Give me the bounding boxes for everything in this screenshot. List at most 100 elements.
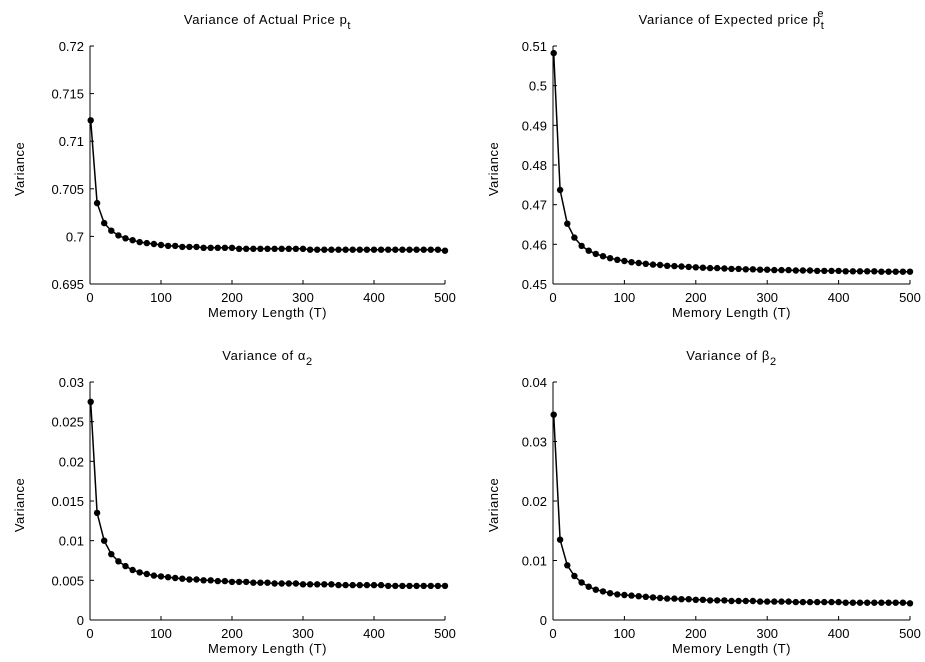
data-point bbox=[164, 242, 172, 250]
data-point bbox=[756, 266, 764, 273]
data-point bbox=[136, 238, 143, 246]
data-point bbox=[749, 266, 757, 273]
series-line bbox=[89, 401, 445, 587]
data-point bbox=[656, 594, 664, 602]
x-tick-label: 100 bbox=[150, 626, 172, 641]
data-point bbox=[578, 242, 585, 250]
data-point bbox=[363, 246, 371, 253]
data-point bbox=[799, 267, 807, 274]
data-point bbox=[621, 591, 628, 599]
y-tick-label: 0.51 bbox=[522, 39, 547, 54]
data-point bbox=[150, 572, 158, 579]
y-tick-label: 0.705 bbox=[51, 182, 84, 197]
y-axis-label: Variance bbox=[486, 478, 501, 532]
data-point bbox=[821, 267, 828, 275]
data-point bbox=[892, 268, 899, 275]
x-tick-label: 500 bbox=[434, 290, 456, 305]
data-point bbox=[778, 266, 785, 274]
chart-expected-price: 0 100 200 300 400 500 0.45 0.46 0.47 0.48 0.49 0.5 0… bbox=[486, 8, 921, 320]
data-point bbox=[614, 591, 621, 598]
data-point bbox=[207, 577, 214, 584]
data-point bbox=[243, 578, 250, 586]
data-point bbox=[764, 266, 771, 273]
y-tick-label: 0 bbox=[540, 613, 547, 628]
data-point bbox=[606, 590, 614, 597]
data-point bbox=[642, 260, 649, 267]
data-point bbox=[628, 592, 635, 599]
data-point bbox=[806, 598, 814, 606]
data-point bbox=[250, 245, 257, 252]
data-point bbox=[108, 551, 115, 558]
y-tick-label: 0.01 bbox=[59, 534, 84, 549]
data-point bbox=[699, 264, 707, 271]
data-point bbox=[564, 220, 571, 227]
data-point bbox=[585, 247, 592, 254]
x-tick-label: 200 bbox=[685, 626, 707, 641]
data-point bbox=[785, 266, 792, 274]
data-point bbox=[699, 596, 707, 603]
x-tick-label: 500 bbox=[434, 626, 456, 641]
y-tick-label: 0.01 bbox=[522, 554, 547, 569]
x-tick-label: 100 bbox=[614, 290, 636, 305]
data-point bbox=[592, 586, 599, 593]
data-point bbox=[606, 255, 614, 262]
data-point bbox=[799, 598, 807, 606]
data-point bbox=[864, 599, 871, 606]
data-point bbox=[399, 246, 406, 253]
data-point bbox=[93, 199, 101, 207]
data-point bbox=[214, 244, 221, 251]
data-point bbox=[714, 597, 721, 604]
data-point bbox=[571, 572, 578, 580]
chart-title: Variance of Expected price pte bbox=[639, 8, 825, 32]
chart-title-superscript: e bbox=[817, 8, 824, 20]
x-tick-label: 400 bbox=[828, 626, 850, 641]
data-point bbox=[678, 263, 685, 270]
data-point bbox=[735, 597, 742, 605]
data-point bbox=[427, 582, 434, 590]
data-point bbox=[370, 581, 378, 589]
data-point bbox=[129, 237, 136, 244]
data-point bbox=[441, 582, 449, 590]
data-point bbox=[172, 574, 179, 582]
data-point bbox=[692, 596, 699, 603]
series-line bbox=[552, 414, 911, 605]
data-point bbox=[671, 595, 678, 602]
data-point bbox=[413, 246, 420, 253]
data-point bbox=[764, 598, 771, 605]
x-tick-label: 500 bbox=[899, 626, 921, 641]
x-tick-label: 300 bbox=[292, 290, 314, 305]
data-point bbox=[664, 262, 671, 269]
chart-title: Variance of Actual Price pt bbox=[184, 12, 351, 32]
data-point bbox=[342, 246, 349, 253]
data-point bbox=[172, 242, 179, 250]
y-tick-label: 0 bbox=[77, 613, 84, 628]
data-point bbox=[692, 264, 699, 271]
y-axis-label: Variance bbox=[12, 142, 27, 196]
data-point bbox=[157, 241, 165, 249]
y-tick-label: 0.48 bbox=[522, 158, 547, 173]
y-tick-label: 0.04 bbox=[522, 375, 547, 390]
y-tick-label: 0.71 bbox=[59, 134, 84, 149]
data-point bbox=[406, 582, 413, 590]
x-axis-label: Memory Length (T) bbox=[672, 305, 791, 320]
data-point bbox=[749, 597, 757, 605]
data-point bbox=[649, 594, 657, 601]
data-point bbox=[243, 245, 250, 252]
data-point bbox=[385, 246, 392, 253]
data-point bbox=[420, 582, 427, 590]
chart-actual-price: 0 100 200 300 400 500 0.695 0.7 0.705 0.71 0.715 0.… bbox=[12, 12, 456, 320]
data-point bbox=[735, 265, 742, 273]
data-point bbox=[828, 267, 835, 275]
data-point bbox=[264, 245, 271, 252]
x-tick-label: 100 bbox=[150, 290, 172, 305]
data-point bbox=[899, 268, 907, 275]
data-point bbox=[706, 264, 714, 272]
data-point bbox=[87, 398, 94, 405]
data-point bbox=[635, 593, 642, 600]
data-point bbox=[635, 259, 642, 267]
data-point bbox=[792, 267, 799, 274]
x-axis-label: Memory Length (T) bbox=[208, 305, 327, 320]
data-point bbox=[235, 578, 243, 586]
y-tick-label: 0.695 bbox=[51, 277, 84, 292]
chart-title: Variance of α2 bbox=[222, 348, 312, 368]
